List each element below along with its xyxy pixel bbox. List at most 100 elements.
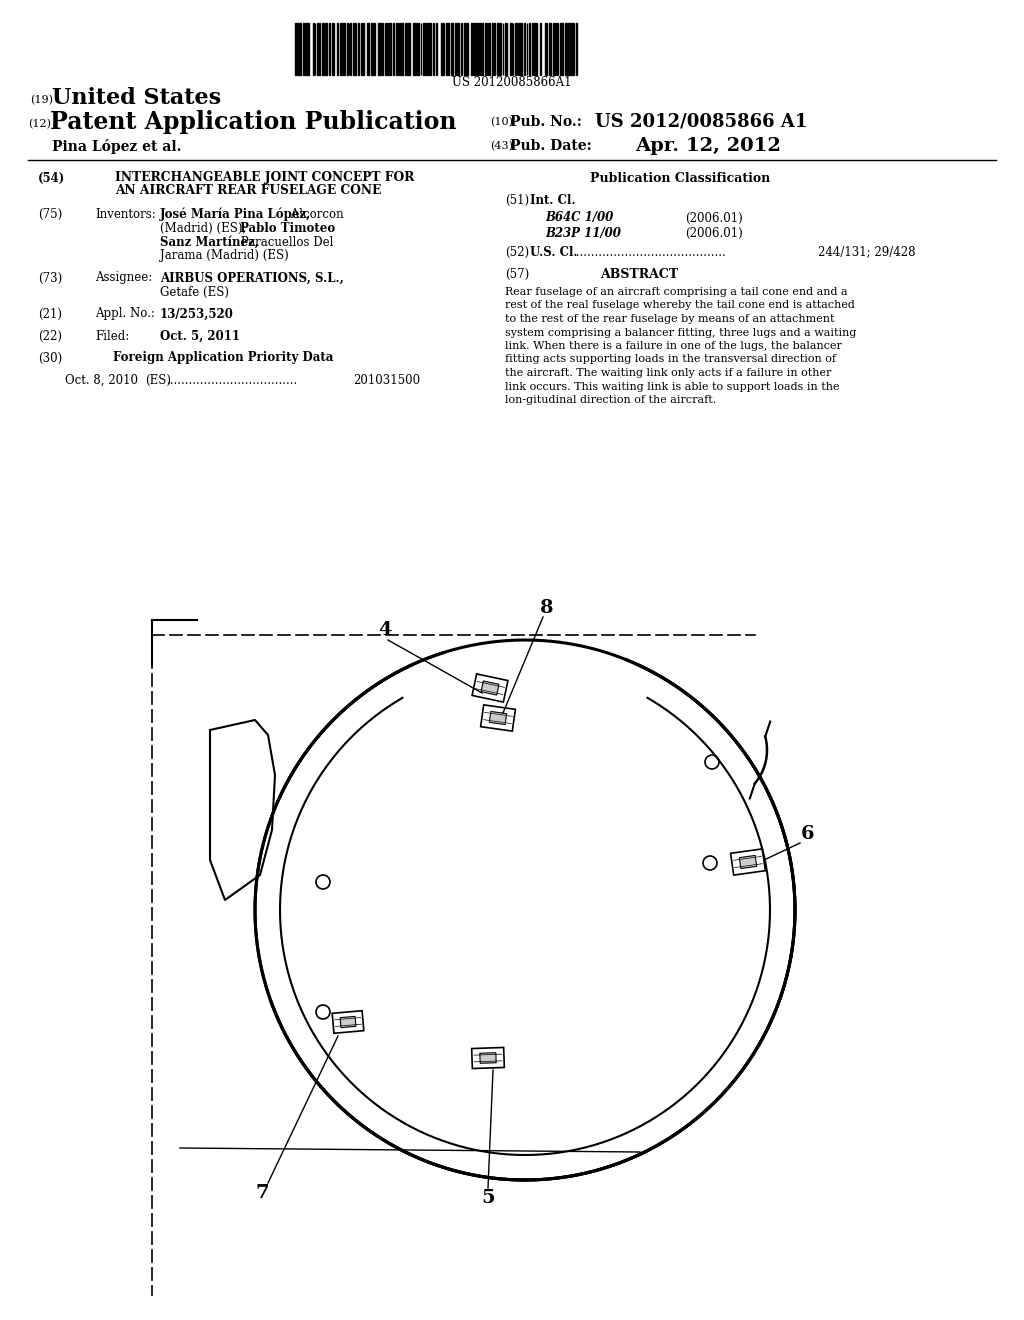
Bar bbox=[458, 22, 459, 75]
Bar bbox=[368, 22, 369, 75]
Text: (12): (12) bbox=[28, 119, 51, 129]
Bar bbox=[418, 22, 420, 75]
Bar bbox=[480, 705, 515, 731]
Text: (57): (57) bbox=[505, 268, 529, 281]
Text: (30): (30) bbox=[38, 351, 62, 364]
Text: José María Pina López,: José María Pina López, bbox=[160, 207, 311, 220]
Bar bbox=[571, 22, 574, 75]
Text: Int. Cl.: Int. Cl. bbox=[530, 194, 575, 206]
Text: ........................................: ........................................ bbox=[572, 246, 726, 259]
Bar bbox=[486, 22, 487, 75]
Text: Patent Application Publication: Patent Application Publication bbox=[50, 110, 457, 135]
Text: (Madrid) (ES);: (Madrid) (ES); bbox=[160, 222, 247, 235]
Bar bbox=[319, 22, 321, 75]
Text: U.S. Cl.: U.S. Cl. bbox=[530, 246, 578, 259]
Text: (73): (73) bbox=[38, 272, 62, 285]
Bar bbox=[400, 22, 403, 75]
Bar bbox=[382, 22, 383, 75]
Text: (43): (43) bbox=[490, 141, 513, 152]
Bar bbox=[423, 22, 425, 75]
Bar bbox=[371, 22, 373, 75]
Bar bbox=[340, 1016, 356, 1028]
Bar bbox=[520, 22, 522, 75]
Bar bbox=[350, 22, 351, 75]
Text: 4: 4 bbox=[378, 620, 392, 639]
Bar bbox=[555, 22, 556, 75]
Text: (ES): (ES) bbox=[145, 374, 171, 387]
Text: (22): (22) bbox=[38, 330, 62, 342]
Bar bbox=[428, 22, 431, 75]
Bar bbox=[407, 22, 410, 75]
Bar bbox=[440, 22, 443, 75]
Bar bbox=[466, 22, 468, 75]
Text: (52): (52) bbox=[505, 246, 529, 259]
Text: link occurs. This waiting link is able to support loads in the: link occurs. This waiting link is able t… bbox=[505, 381, 840, 392]
Bar bbox=[472, 1048, 505, 1069]
Text: Paracuellos Del: Paracuellos Del bbox=[237, 235, 334, 248]
Text: Publication Classification: Publication Classification bbox=[590, 172, 770, 185]
Bar bbox=[396, 22, 397, 75]
Bar bbox=[505, 22, 507, 75]
Text: the aircraft. The waiting link only acts if a failure in other: the aircraft. The waiting link only acts… bbox=[505, 368, 831, 378]
Text: US 20120085866A1: US 20120085866A1 bbox=[453, 75, 571, 88]
Bar bbox=[393, 22, 394, 75]
Bar bbox=[489, 711, 507, 725]
Bar bbox=[332, 1011, 364, 1034]
Text: Inventors:: Inventors: bbox=[95, 207, 156, 220]
Bar bbox=[739, 855, 757, 869]
Bar bbox=[553, 22, 554, 75]
Bar bbox=[303, 22, 304, 75]
Bar bbox=[560, 22, 563, 75]
Text: (2006.01): (2006.01) bbox=[685, 211, 742, 224]
Text: (21): (21) bbox=[38, 308, 62, 321]
Bar bbox=[295, 22, 297, 75]
Text: Pina López et al.: Pina López et al. bbox=[52, 139, 181, 153]
Bar bbox=[361, 22, 362, 75]
Bar bbox=[426, 22, 427, 75]
Bar bbox=[316, 22, 317, 75]
Bar bbox=[451, 22, 453, 75]
Bar bbox=[357, 22, 359, 75]
Bar bbox=[534, 22, 537, 75]
Text: Getafe (ES): Getafe (ES) bbox=[160, 285, 229, 298]
Text: Oct. 8, 2010: Oct. 8, 2010 bbox=[65, 374, 138, 387]
Bar bbox=[398, 22, 399, 75]
Bar bbox=[500, 22, 502, 75]
Bar bbox=[480, 1053, 497, 1064]
Text: (75): (75) bbox=[38, 207, 62, 220]
Text: (51): (51) bbox=[505, 194, 529, 206]
Bar bbox=[549, 22, 551, 75]
Bar bbox=[362, 22, 365, 75]
Text: (2006.01): (2006.01) bbox=[685, 227, 742, 239]
Text: B64C 1/00: B64C 1/00 bbox=[545, 211, 613, 224]
Bar bbox=[545, 22, 547, 75]
Bar bbox=[481, 681, 499, 696]
Text: ...................................: ................................... bbox=[167, 374, 298, 387]
Text: Jarama (Madrid) (ES): Jarama (Madrid) (ES) bbox=[160, 249, 289, 263]
Text: Foreign Application Priority Data: Foreign Application Priority Data bbox=[113, 351, 334, 364]
Bar bbox=[380, 22, 381, 75]
Bar bbox=[455, 22, 457, 75]
Bar bbox=[329, 22, 330, 75]
Bar bbox=[518, 22, 519, 75]
Text: fitting acts supporting loads in the transversal direction of: fitting acts supporting loads in the tra… bbox=[505, 355, 836, 364]
Text: rest of the real fuselage whereby the tail cone end is attached: rest of the real fuselage whereby the ta… bbox=[505, 301, 855, 310]
Text: Appl. No.:: Appl. No.: bbox=[95, 308, 155, 321]
Text: US 2012/0085866 A1: US 2012/0085866 A1 bbox=[595, 114, 807, 131]
Bar bbox=[445, 22, 449, 75]
Bar bbox=[528, 22, 529, 75]
Bar bbox=[510, 22, 512, 75]
Bar bbox=[436, 22, 437, 75]
Bar bbox=[312, 22, 313, 75]
Bar bbox=[337, 22, 338, 75]
Text: 5: 5 bbox=[481, 1189, 495, 1206]
Text: Rear fuselage of an aircraft comprising a tail cone end and a: Rear fuselage of an aircraft comprising … bbox=[505, 286, 848, 297]
Bar bbox=[557, 22, 558, 75]
Bar bbox=[497, 22, 499, 75]
Bar bbox=[473, 22, 474, 75]
Bar bbox=[343, 22, 345, 75]
Text: AN AIRCRAFT REAR FUSELAGE CONE: AN AIRCRAFT REAR FUSELAGE CONE bbox=[115, 185, 381, 198]
Text: 201031500: 201031500 bbox=[353, 374, 420, 387]
Text: to the rest of the rear fuselage by means of an attachment: to the rest of the rear fuselage by mean… bbox=[505, 314, 835, 323]
Bar bbox=[387, 22, 389, 75]
